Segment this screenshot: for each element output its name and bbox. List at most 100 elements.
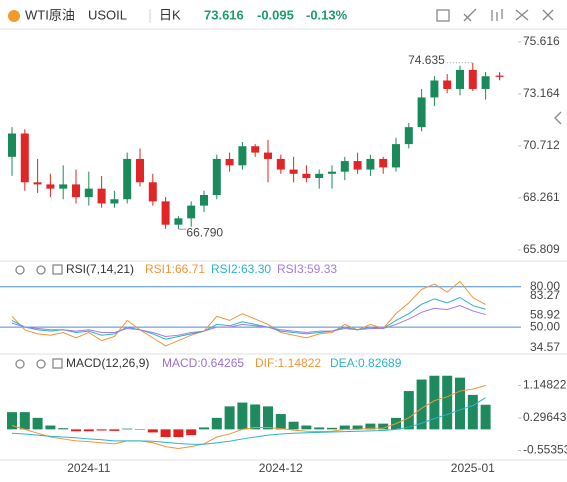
candle-body	[238, 146, 247, 166]
histogram-bar	[224, 406, 235, 430]
candle-body	[72, 184, 80, 198]
candle-body	[481, 76, 490, 89]
histogram-bar	[442, 375, 453, 430]
candle-body	[443, 80, 452, 89]
value-marker: 83.27	[530, 288, 560, 302]
x-tick-label: 2024-12	[259, 461, 303, 475]
y-tick-label: 68.261	[523, 190, 560, 204]
histogram-bar	[263, 406, 273, 430]
indicator-title: MACD(12,26,9)	[66, 356, 149, 370]
histogram-bar	[365, 423, 376, 430]
tool-icon[interactable]	[436, 9, 450, 22]
histogram-bar	[45, 425, 56, 430]
legend-entry: MACD:0.64265	[162, 356, 244, 370]
histogram-bar	[32, 417, 43, 430]
histogram-bar	[199, 427, 209, 430]
change-pct: -0.13%	[306, 7, 348, 22]
histogram-bar	[135, 429, 145, 430]
histogram-bar	[467, 394, 478, 430]
candle-body	[251, 146, 260, 153]
period[interactable]: 日K	[159, 7, 181, 22]
histogram-bar	[211, 417, 222, 430]
rsi-line	[11, 280, 486, 347]
candle-body	[33, 182, 42, 185]
gear-icon[interactable]	[36, 265, 46, 275]
y-tick-label: 0.29643	[523, 410, 567, 424]
candle-body	[340, 161, 349, 172]
legend-entry: DIF:1.14822	[255, 356, 321, 370]
legend-entry: RSI2:63.30	[211, 262, 271, 276]
histogram-bar	[455, 377, 465, 430]
candle-body	[187, 205, 196, 219]
histogram-bar	[147, 429, 158, 433]
y-tick-label: 65.809	[523, 242, 560, 256]
candle-body	[97, 188, 106, 204]
value-marker: 58.92	[530, 307, 560, 321]
y-tick-label: 75.616	[523, 34, 560, 48]
indicator-title: RSI(7,14,21)	[66, 262, 134, 276]
low-label: 66.790	[186, 225, 223, 239]
candle-body	[302, 173, 311, 179]
histogram-bar	[96, 429, 107, 431]
y-tick-label: 73.164	[523, 86, 560, 100]
histogram-bar	[58, 428, 69, 430]
logo	[8, 10, 20, 22]
legend-entry: RSI3:59.33	[277, 262, 337, 276]
candle-body	[8, 133, 16, 157]
histogram-bar	[378, 423, 389, 430]
tool-icon[interactable]	[515, 9, 529, 21]
tool-icon[interactable]	[542, 9, 554, 21]
tool-icon[interactable]	[463, 8, 477, 22]
collapse-arrow[interactable]	[554, 111, 562, 125]
histogram-bar	[83, 429, 94, 432]
candle-body	[289, 169, 298, 174]
histogram-bar	[109, 429, 120, 431]
candle-body	[110, 199, 119, 204]
histogram-bar	[429, 375, 440, 430]
macd-line	[11, 384, 486, 450]
crosshair	[495, 72, 504, 81]
histogram-bar	[327, 427, 337, 430]
candle-body	[456, 69, 464, 89]
rsi-icons	[15, 264, 63, 275]
histogram-bar	[339, 425, 350, 430]
candle-body	[174, 218, 183, 225]
candle-body	[264, 152, 272, 159]
settings-icon[interactable]	[52, 264, 63, 275]
histogram-bar	[403, 391, 414, 430]
rsi-line	[11, 296, 486, 340]
eye-icon[interactable]	[15, 359, 25, 369]
candle-body	[353, 161, 362, 170]
histogram-bar	[19, 412, 30, 430]
candle-body	[225, 158, 234, 166]
histogram-bar	[314, 427, 325, 430]
candle-body	[430, 80, 439, 98]
histogram-bar	[186, 429, 197, 436]
eye-icon[interactable]	[15, 265, 25, 275]
histogram-bar	[416, 379, 427, 430]
candle-body	[404, 127, 413, 145]
histogram-bar	[288, 421, 299, 430]
settings-icon[interactable]	[52, 358, 63, 369]
tool-icon[interactable]	[491, 9, 503, 21]
candle-body	[46, 184, 55, 189]
candle-body	[161, 201, 170, 225]
candle-body	[200, 195, 208, 206]
x-tick-label: 2025-01	[451, 461, 495, 475]
candle-body	[59, 184, 68, 189]
name: WTI原油	[25, 7, 75, 22]
candle-body	[468, 69, 477, 89]
candle-body	[123, 158, 132, 200]
symbol: USOIL	[88, 7, 127, 22]
candle-body	[20, 133, 29, 183]
histogram-bar	[173, 429, 184, 438]
high-label: 74.635	[408, 53, 445, 67]
y-tick-label: 80.00	[530, 279, 560, 293]
legend-entry: RSI1:66.71	[145, 262, 205, 276]
gear-icon[interactable]	[36, 359, 46, 369]
price: 73.616	[204, 7, 244, 22]
candle-body	[379, 158, 388, 168]
candle-body	[276, 158, 285, 170]
histogram-bar	[122, 428, 133, 430]
